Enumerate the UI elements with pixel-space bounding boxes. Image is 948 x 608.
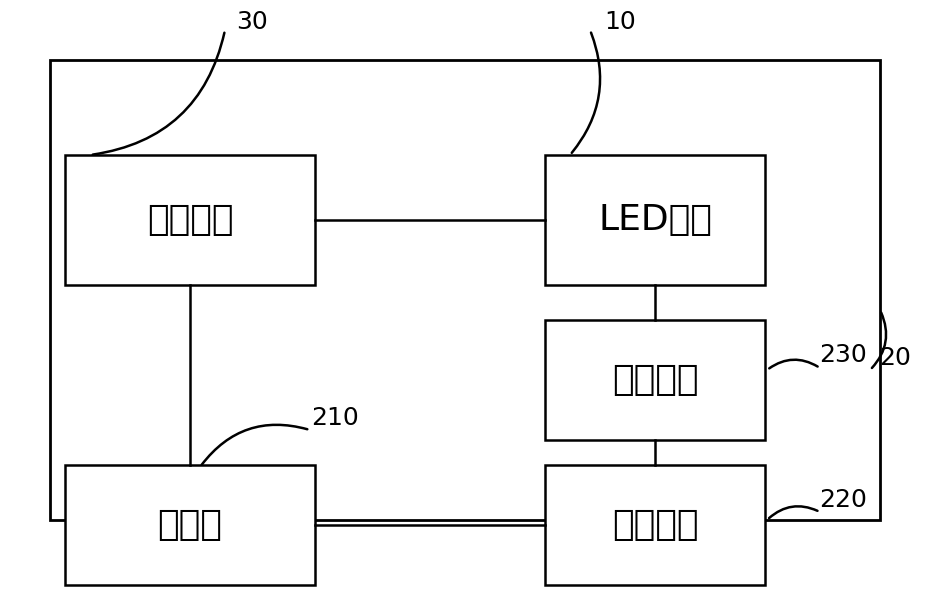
Text: 控制器: 控制器 [157,508,223,542]
Bar [65,465,315,585]
Text: 220: 220 [819,488,866,512]
Bar [545,465,765,585]
Text: 10: 10 [604,10,636,34]
Text: 230: 230 [819,343,866,367]
Text: 30: 30 [236,10,268,34]
Text: LED光源: LED光源 [598,203,712,237]
Bar [65,155,315,285]
Text: 210: 210 [311,406,359,430]
Text: 供电电池: 供电电池 [147,203,233,237]
Text: 20: 20 [879,346,911,370]
Text: 限流电阵: 限流电阵 [611,363,699,397]
Bar [545,155,765,285]
Bar [50,60,880,520]
Text: 开关模组: 开关模组 [611,508,699,542]
Bar [545,320,765,440]
